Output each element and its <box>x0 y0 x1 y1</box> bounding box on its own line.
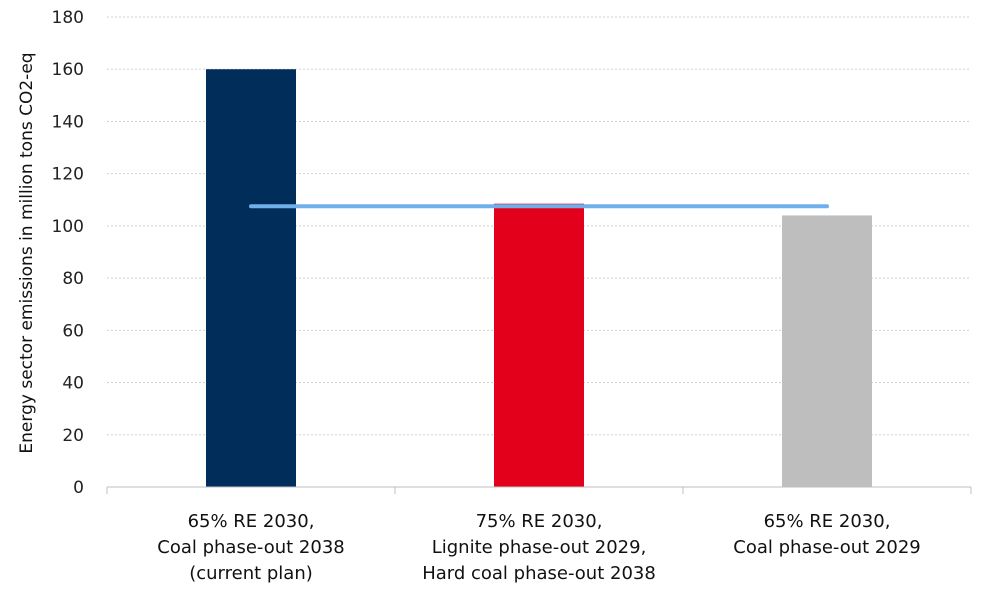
y-tick-label: 100 <box>52 217 84 237</box>
y-tick-label: 140 <box>52 112 84 132</box>
bar <box>494 203 584 487</box>
y-axis-label: Energy sector emissions in million tons … <box>17 52 37 453</box>
y-tick-label: 0 <box>73 478 84 498</box>
category-label-line: Coal phase-out 2038 <box>157 537 345 558</box>
y-tick-label: 40 <box>62 374 84 394</box>
bars <box>206 69 872 487</box>
bar <box>782 215 872 487</box>
category-label-line: Lignite phase-out 2029, <box>432 537 647 558</box>
y-tick-label: 20 <box>62 426 84 446</box>
bar <box>206 69 296 487</box>
category-label-line: 65% RE 2030, <box>764 511 891 532</box>
category-label-line: Hard coal phase-out 2038 <box>422 563 656 584</box>
x-category-label: 65% RE 2030, Coal phase-out 2029 <box>733 511 921 558</box>
y-tick-label: 80 <box>62 269 84 289</box>
category-label-line: (current plan) <box>189 563 313 584</box>
category-label-line: Coal phase-out 2029 <box>733 537 921 558</box>
y-tick-label: 60 <box>62 321 84 341</box>
category-label-line: 65% RE 2030, <box>188 511 315 532</box>
y-tick-label: 120 <box>52 165 84 185</box>
category-label-line: 75% RE 2030, <box>476 511 603 532</box>
x-category-label: 65% RE 2030, Coal phase-out 2038 (current … <box>157 511 345 584</box>
y-tick-label: 180 <box>52 8 84 28</box>
axes <box>106 486 972 494</box>
y-tick-label: 160 <box>52 60 84 80</box>
y-tick-labels: 0 20 40 60 80 100 120 140 160 180 <box>52 8 84 498</box>
x-category-labels: 65% RE 2030, Coal phase-out 2038 (current … <box>157 511 921 584</box>
x-category-label: 75% RE 2030, Lignite phase-out 2029, Hard … <box>422 511 656 584</box>
